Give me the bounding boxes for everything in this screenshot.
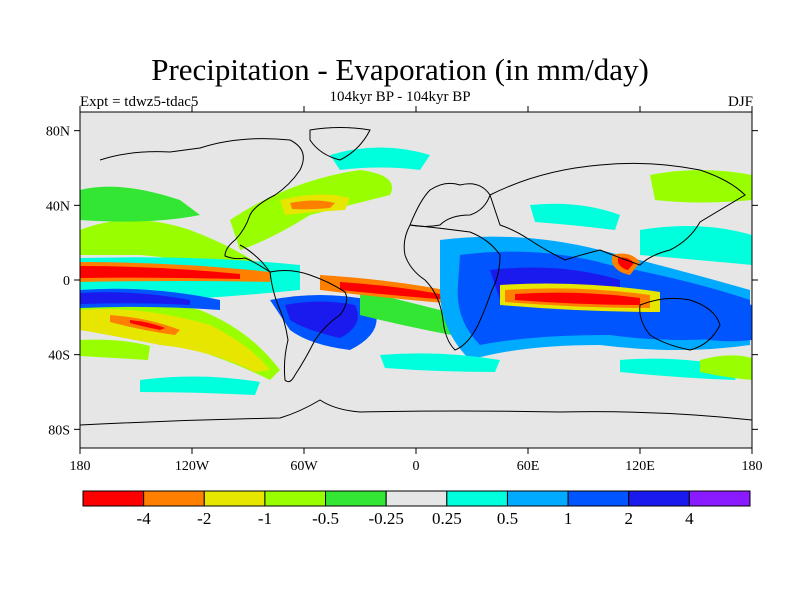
colorbar-swatch	[628, 490, 690, 507]
x-tick-label: 120W	[175, 459, 210, 474]
field-region	[640, 226, 752, 265]
colorbar-label: -2	[197, 509, 211, 528]
colorbar-swatch	[325, 490, 387, 507]
field-region	[80, 339, 150, 360]
colorbar-label: -4	[137, 509, 152, 528]
field-region	[700, 355, 752, 380]
colorbar-label: -0.25	[368, 509, 403, 528]
field-region	[660, 298, 752, 342]
field-region	[650, 170, 752, 203]
field-region	[80, 292, 190, 305]
y-tick-label: 80S	[48, 423, 70, 438]
colorbar-swatch	[506, 490, 569, 507]
field-region	[80, 186, 200, 222]
colorbar-swatch	[446, 490, 508, 507]
colorbar-label: -0.5	[312, 509, 339, 528]
coastline-north-america	[99, 138, 304, 273]
colorbar-swatch	[264, 490, 327, 507]
y-tick-label: 40S	[48, 349, 70, 364]
x-tick-label: 0	[413, 459, 420, 474]
colorbar-swatch	[203, 490, 266, 507]
coastline-antarctica	[80, 399, 752, 426]
field-region	[618, 257, 634, 270]
colorbar-swatch	[385, 490, 448, 507]
x-tick-label: 180	[70, 459, 91, 474]
colorbar-swatch	[688, 490, 751, 507]
field-region	[340, 282, 450, 300]
colorbar-label: 0.5	[497, 509, 518, 528]
colorbar-label: 0.25	[432, 509, 462, 528]
x-tick-label: 60E	[517, 459, 540, 474]
field-region	[530, 203, 620, 230]
field-region	[285, 301, 358, 338]
colorbar-label: 2	[624, 509, 633, 528]
coastline-africa	[403, 224, 501, 351]
colorbar-swatch	[143, 490, 205, 507]
x-tick-label: 120E	[625, 459, 655, 474]
coastline-greenland	[309, 127, 371, 161]
coastline-asia	[489, 162, 746, 266]
y-tick-label: 0	[63, 274, 70, 289]
field-region	[380, 353, 500, 372]
colorbar-label: -1	[258, 509, 272, 528]
colorbar-swatch	[82, 490, 145, 507]
field-region	[515, 292, 640, 305]
x-tick-label: 60W	[290, 459, 318, 474]
colorbar-swatch	[567, 490, 630, 507]
colorbar-label: 4	[685, 509, 694, 528]
y-tick-label: 80N	[46, 125, 70, 140]
field-region	[140, 376, 260, 395]
field-region	[130, 320, 165, 330]
field-region	[80, 266, 240, 279]
colorbar: -4 -2 -1 -0.5 -0.25 0.25 0.5 1 2 4	[82, 490, 751, 528]
map-field	[80, 112, 752, 448]
map-axes: 80N 40N 0 40S 80S 180 120W 60W 0 60E 120E 180	[46, 106, 763, 474]
map-subtitle: 104kyr BP - 104kyr BP	[329, 89, 471, 105]
colorbar-label: 1	[564, 509, 573, 528]
field-region	[330, 147, 430, 170]
coastlines	[80, 127, 752, 426]
x-tick-label: 180	[742, 459, 763, 474]
map-title: Precipitation - Evaporation (in mm/day)	[151, 52, 649, 87]
y-tick-label: 40N	[46, 199, 70, 214]
coastline-australia	[639, 297, 721, 351]
season-label: DJF	[727, 94, 753, 110]
field-region	[290, 200, 335, 210]
experiment-label: Expt = tdwz5-tdac5	[80, 94, 199, 110]
coastline-south-america	[269, 270, 348, 383]
